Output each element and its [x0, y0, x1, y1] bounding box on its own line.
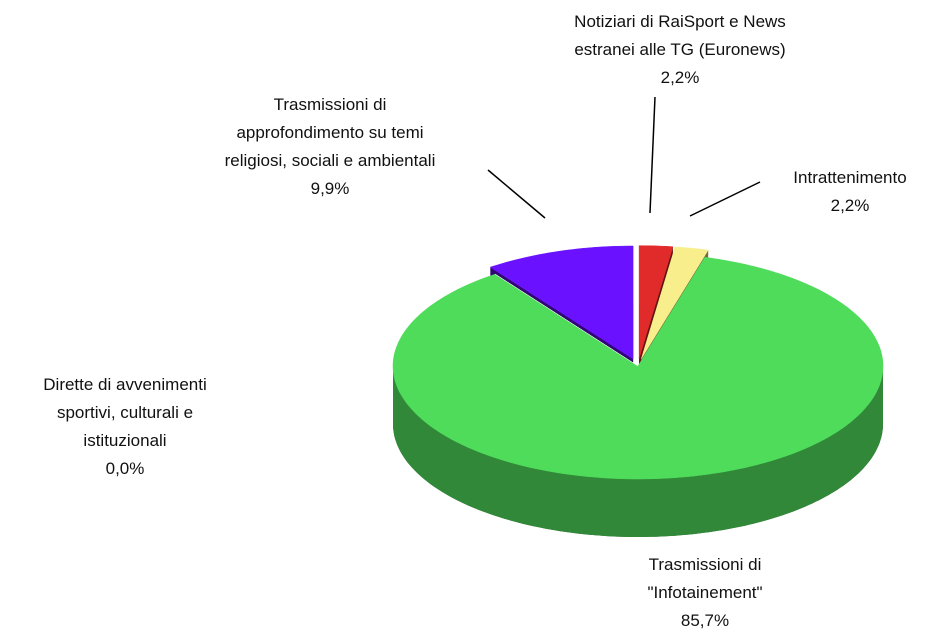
- category-label: Intrattenimento: [793, 168, 907, 187]
- slice: [638, 245, 674, 359]
- category-label: Dirette di avvenimenti sportivi, cultura…: [43, 375, 207, 450]
- leader-lines: [487, 96, 761, 219]
- value-label: 2,2%: [660, 68, 700, 87]
- slice-label: Trasmissioni di "Infotainement" 85,7%: [545, 551, 865, 635]
- value-label: 9,9%: [310, 179, 350, 198]
- slice-label: Trasmissioni di approfondimento su temi …: [170, 91, 490, 203]
- slice: [641, 246, 709, 359]
- slice-label: Notiziari di RaiSport e News estranei al…: [520, 8, 840, 92]
- value-label: 2,2%: [830, 196, 870, 215]
- value-label: 0,0%: [105, 459, 145, 478]
- category-label: Trasmissioni di "Infotainement": [647, 555, 763, 602]
- slice-label: Intrattenimento 2,2%: [690, 164, 935, 220]
- slices: [392, 245, 884, 537]
- leader-line: [689, 181, 761, 217]
- value-label: 85,7%: [680, 611, 730, 630]
- leader-line: [487, 169, 546, 219]
- slice: [489, 245, 634, 360]
- category-label: Notiziari di RaiSport e News estranei al…: [574, 12, 786, 59]
- slice: [392, 257, 884, 480]
- slice-side: [393, 366, 883, 537]
- slice: [495, 273, 639, 367]
- category-label: Trasmissioni di approfondimento su temi …: [224, 95, 436, 170]
- slice-label: Dirette di avvenimenti sportivi, cultura…: [0, 371, 285, 483]
- leader-line: [649, 96, 656, 214]
